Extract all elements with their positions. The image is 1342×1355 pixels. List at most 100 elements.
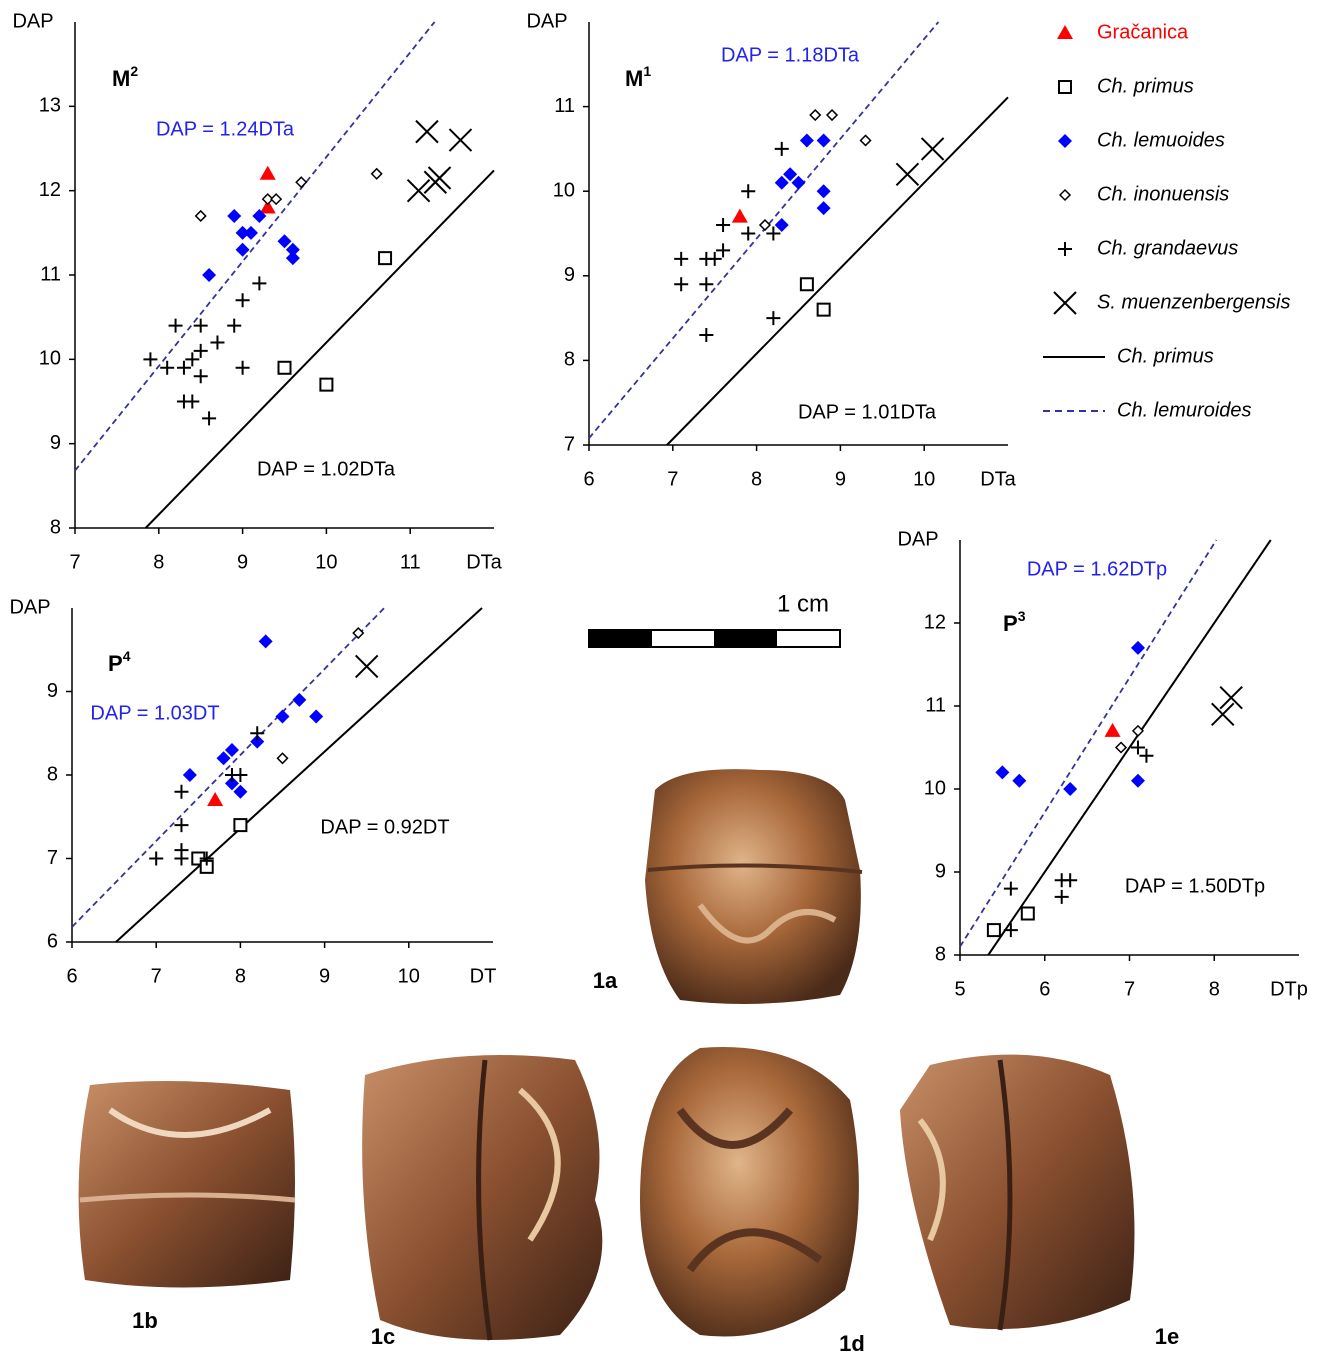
scale-bar	[589, 630, 840, 647]
title-sup: 1	[643, 63, 651, 79]
title-sup: 3	[1018, 608, 1026, 624]
fit-label: DAP = 1.50DTp	[1125, 875, 1265, 897]
fit-label: DAP = 1.02DTa	[257, 458, 396, 480]
y-tick-label: 10	[924, 777, 946, 799]
y-tick-label: 9	[564, 264, 575, 286]
marker-diamond-open	[827, 110, 837, 120]
marker-plus	[210, 335, 224, 349]
panel-title: M2	[112, 63, 138, 91]
marker-square	[279, 362, 291, 374]
marker-diamond	[259, 634, 273, 648]
x-tick-label: 8	[235, 965, 246, 987]
scale-label: 1 cm	[777, 590, 829, 617]
photo-1a	[645, 769, 862, 1004]
y-tick-label: 8	[50, 516, 61, 538]
y-tick-label: 7	[47, 847, 58, 869]
marker-plus	[716, 243, 730, 257]
photo-1d	[640, 1047, 859, 1336]
y-tick-label: 9	[47, 680, 58, 702]
marker-cross	[922, 138, 944, 160]
marker-diamond	[800, 133, 814, 147]
x-tick-label: 6	[583, 468, 594, 490]
y-tick-label: 11	[554, 95, 575, 117]
panel-title: M1	[625, 63, 651, 91]
photo-label: 1b	[132, 1308, 158, 1333]
y-axis-label: DAP	[897, 528, 938, 550]
fit-line	[116, 608, 482, 942]
legend-label: Ch. primus	[1097, 75, 1194, 97]
y-tick-label: 13	[39, 95, 61, 117]
marker-diamond	[236, 243, 250, 257]
marker-plus	[143, 352, 157, 366]
marker-diamond	[817, 133, 831, 147]
marker-diamond	[202, 268, 216, 282]
title-base: P	[1003, 611, 1018, 636]
marker-triangle	[207, 792, 223, 806]
marker-diamond	[817, 184, 831, 198]
marker-triangle	[1057, 25, 1073, 39]
panel-title: P4	[108, 648, 131, 676]
marker-triangle	[1105, 723, 1121, 737]
marker-diamond-open	[760, 220, 770, 230]
marker-plus	[674, 277, 688, 291]
title-sup: 2	[130, 63, 138, 79]
marker-plus	[227, 319, 241, 333]
legend-label: S. muenzenbergensis	[1097, 291, 1290, 313]
legend-label: Ch. primus	[1117, 345, 1214, 367]
marker-diamond	[783, 167, 797, 181]
marker-square	[818, 304, 830, 316]
marker-diamond-open	[1060, 190, 1070, 200]
fit-label: DAP = 1.18DTa	[721, 44, 860, 66]
marker-diamond-open	[372, 169, 382, 179]
marker-plus	[194, 369, 208, 383]
x-tick-label: 5	[954, 978, 965, 1000]
marker-diamond	[276, 710, 290, 724]
marker-plus	[741, 227, 755, 241]
legend-label: Ch. lemuroides	[1117, 399, 1252, 421]
marker-plus	[1058, 242, 1072, 256]
marker-diamond	[1012, 774, 1026, 788]
y-tick-label: 12	[39, 179, 61, 201]
photo-label: 1c	[371, 1324, 395, 1349]
marker-diamond-open	[1116, 743, 1126, 753]
y-tick-label: 6	[47, 930, 58, 952]
marker-square	[234, 819, 246, 831]
marker-square	[379, 252, 391, 264]
legend-label: Gračanica	[1097, 21, 1189, 43]
y-tick-label: 10	[39, 348, 61, 370]
marker-plus	[185, 395, 199, 409]
marker-diamond	[292, 693, 306, 707]
title-sup: 4	[123, 648, 131, 664]
legend-label: Ch. lemuoides	[1097, 129, 1225, 151]
marker-diamond	[1058, 134, 1072, 148]
marker-diamond-open	[278, 753, 288, 763]
marker-square	[988, 924, 1000, 936]
x-tick-label: 9	[237, 551, 248, 573]
x-tick-label: 10	[913, 468, 935, 490]
marker-plus	[1063, 873, 1077, 887]
marker-plus	[708, 252, 722, 266]
marker-diamond-open	[271, 194, 281, 204]
marker-diamond	[183, 768, 197, 782]
marker-cross	[449, 129, 471, 151]
marker-diamond	[309, 710, 323, 724]
marker-plus	[185, 352, 199, 366]
marker-plus	[177, 361, 191, 375]
marker-plus	[252, 276, 266, 290]
marker-diamond	[1131, 641, 1145, 655]
x-tick-label: 8	[1209, 978, 1220, 1000]
fit-label: DAP = 1.24DTa	[156, 118, 295, 140]
marker-diamond-open	[353, 628, 363, 638]
marker-plus	[174, 818, 188, 832]
title-base: M	[112, 66, 130, 91]
x-tick-label: 10	[398, 965, 420, 987]
x-tick-label: 6	[66, 965, 77, 987]
marker-diamond-open	[810, 110, 820, 120]
x-tick-label: 7	[69, 551, 80, 573]
panel-title: P3	[1003, 608, 1026, 636]
photo-1b	[79, 1081, 295, 1288]
marker-diamond	[817, 201, 831, 215]
x-tick-label: 6	[1039, 978, 1050, 1000]
x-axis-label: DTa	[980, 468, 1016, 490]
x-tick-label: 9	[319, 965, 330, 987]
